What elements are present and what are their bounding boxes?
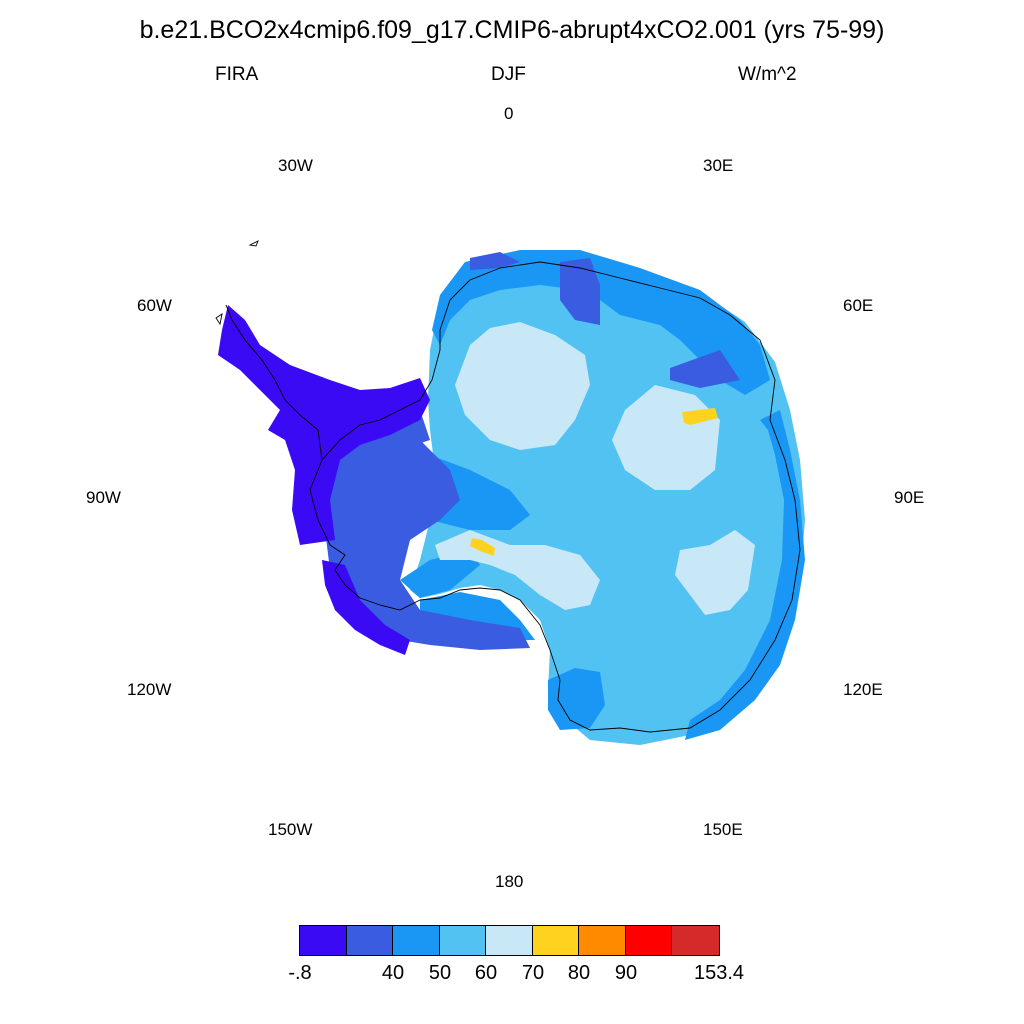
lon-label-60w: 60W [137, 296, 172, 315]
colorbar-swatch [672, 926, 719, 955]
colorbar-label: 80 [567, 962, 591, 984]
coastline-east [439, 261, 801, 733]
colorbar-swatch [532, 926, 579, 955]
colorbar-label: 60 [474, 962, 498, 984]
lon-label-180: 180 [495, 872, 524, 891]
lon-label-150e: 150E [703, 820, 743, 839]
coast-band-ross [548, 668, 605, 730]
coastline [215, 240, 801, 733]
warm-patch-ross [470, 538, 495, 556]
coast-band-east [685, 410, 805, 740]
colorbar-swatch [486, 926, 533, 955]
colorbar-label: -.8 [288, 962, 312, 984]
west-antarctica-band [325, 430, 530, 650]
season-label: DJF [491, 64, 526, 85]
colorbar-swatch [346, 926, 393, 955]
dome-north [455, 322, 590, 450]
lon-label-90w: 90W [86, 488, 121, 507]
colorbar-label: 50 [428, 962, 452, 984]
colorbar-swatch [439, 926, 486, 955]
shading-yellow [470, 408, 718, 556]
coastline-peninsula-inner [321, 330, 441, 461]
lon-label-150w: 150W [268, 820, 313, 839]
colorbar-swatch [625, 926, 672, 955]
coast-band-north [432, 250, 770, 395]
variable-label: FIRA [215, 64, 259, 85]
plot-title: b.e21.BCO2x4cmip6.f09_g17.CMIP6-abrupt4x… [139, 16, 885, 44]
antarctic-peninsula [218, 305, 430, 545]
island-south-georgia [248, 240, 259, 247]
units-label: W/m^2 [738, 64, 797, 85]
lon-label-60e: 60E [843, 296, 874, 315]
island-peninsula-tip [215, 313, 223, 326]
warm-patch-east [682, 408, 718, 425]
lon-label-30w: 30W [278, 156, 313, 175]
interior-band-south [400, 550, 480, 598]
colorbar [299, 925, 720, 956]
shading-pale-blue [435, 322, 755, 615]
coastline-west [225, 304, 421, 611]
colorbar-label: 90 [614, 962, 638, 984]
lon-label-120e: 120E [843, 680, 883, 699]
colorbar-swatch [579, 926, 626, 955]
colorbar-label: 153.4 [693, 962, 745, 984]
lon-label-90e: 90E [894, 488, 925, 507]
lon-label-120w: 120W [127, 680, 172, 699]
dome-southeast [675, 530, 755, 615]
colorbar-swatch [300, 926, 347, 955]
coastline-ross [419, 587, 561, 681]
colorbar-swatch [393, 926, 440, 955]
dome-ross-ice-shelf [435, 530, 600, 610]
east-coast-patches [470, 252, 740, 388]
colorbar-label: 70 [521, 962, 545, 984]
lon-label-30e: 30E [703, 156, 734, 175]
lon-label-0: 0 [504, 104, 514, 123]
colorbar-label: 40 [381, 962, 405, 984]
